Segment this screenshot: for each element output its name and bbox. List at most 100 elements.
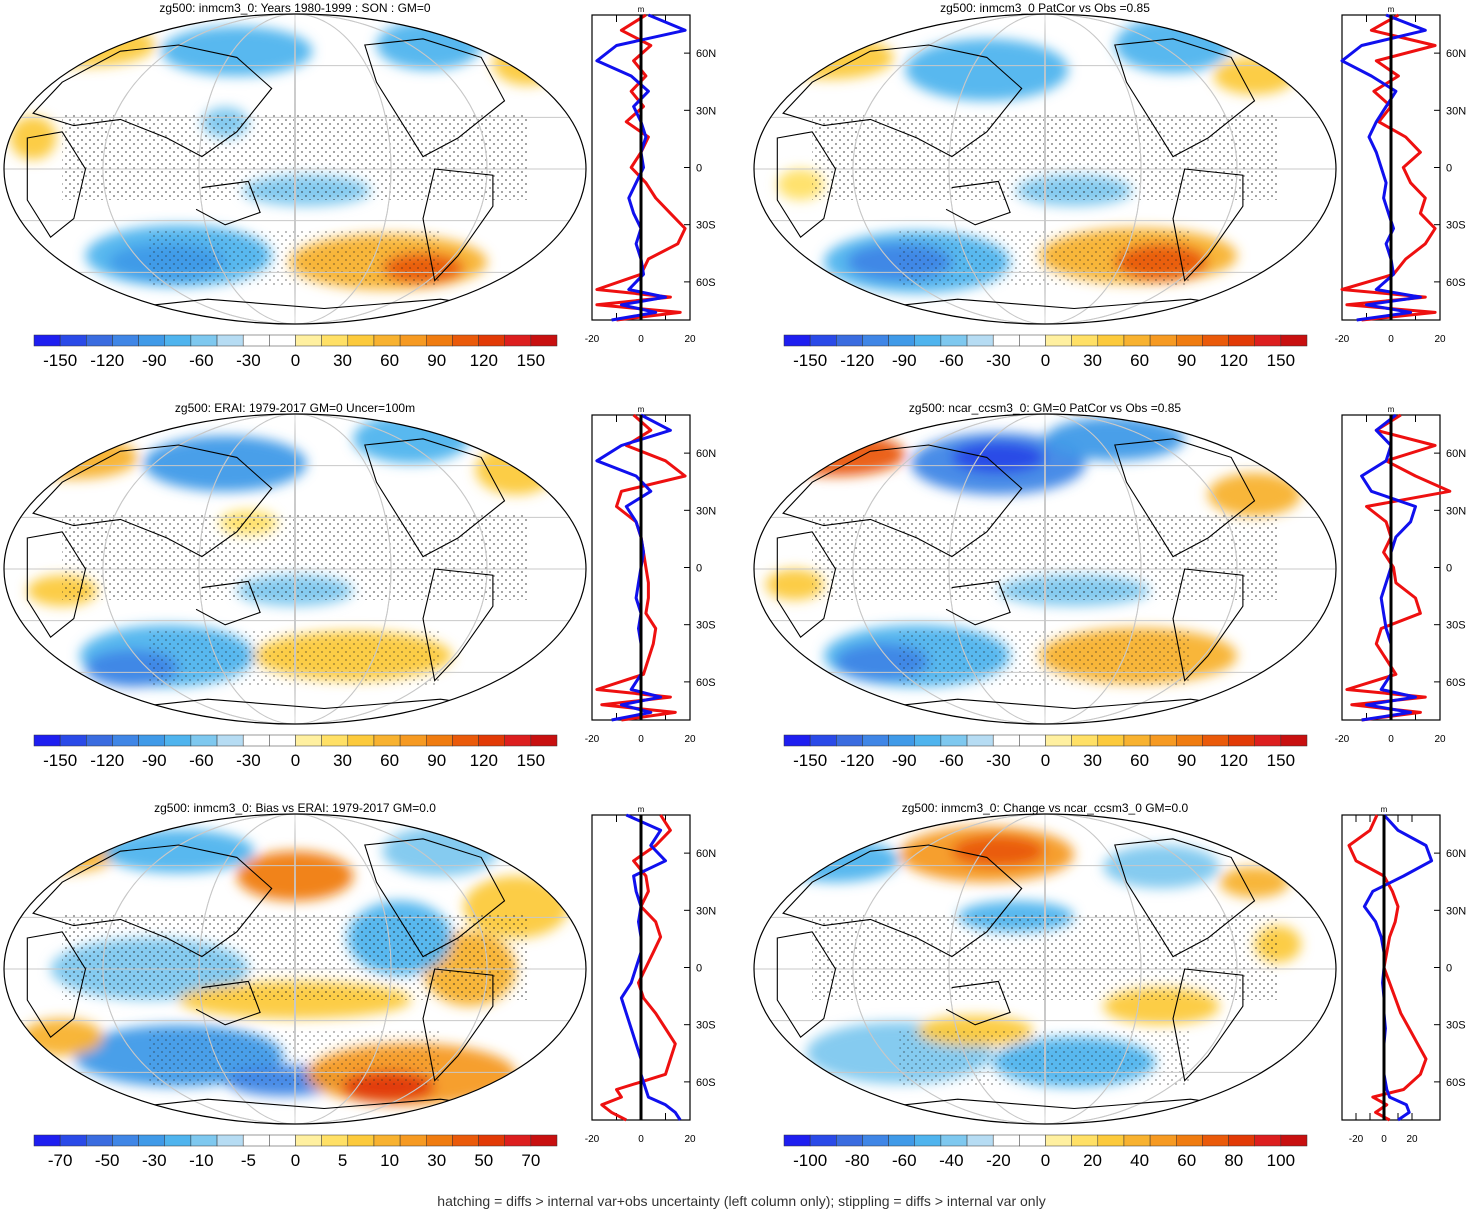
colorbar-swatch [347, 334, 375, 347]
colorbar-swatch [164, 1134, 192, 1147]
colorbar-swatch [1280, 1134, 1308, 1147]
profile-lat-label: 60N [696, 48, 716, 60]
colorbar-swatch [112, 734, 139, 747]
profile-unit-label: m [1381, 805, 1388, 814]
panel-3: zg500: ERAI: 1979-2017 GM=0 Uncer=100m -1… [0, 401, 740, 805]
anomaly-region [9, 435, 138, 480]
colorbar-tick-label: 0 [1041, 751, 1050, 770]
profile-series-blue [595, 413, 672, 722]
colorbar-swatch [1045, 734, 1072, 747]
continent-outline [26, 931, 87, 1039]
colorbar-swatch [59, 1134, 87, 1147]
colorbar-swatch [1202, 334, 1229, 347]
colorbar-tick-label: 150 [1267, 351, 1295, 370]
colorbar-tick-label: 90 [427, 751, 446, 770]
colorbar-swatch [373, 1134, 401, 1147]
continent-outline [776, 531, 837, 639]
profile-x-tick-label: -20 [585, 334, 600, 345]
anomaly-region [492, 41, 563, 86]
continent-outline [364, 38, 506, 158]
colorbar-tick-label: 60 [1130, 751, 1149, 770]
panel-title: zg500: ncar_ccsm3_0: GM=0 PatCor vs Obs … [908, 401, 1182, 415]
profile-series-blue [1360, 413, 1417, 722]
colorbar-tick-label: 90 [427, 351, 446, 370]
continent-outline [32, 844, 273, 958]
profile-lat-label: 60S [1446, 277, 1466, 289]
profile-lat-label: 30N [696, 905, 716, 917]
colorbar-swatch [295, 1134, 322, 1147]
profile-x-tick-label: -20 [1335, 334, 1350, 345]
continent-outline [1172, 568, 1244, 682]
colorbar-tick-label: -150 [43, 351, 77, 370]
colorbar-tick-label: 0 [291, 1151, 300, 1170]
colorbar-swatch [1202, 1134, 1229, 1147]
colorbar-swatch [373, 334, 401, 347]
colorbar-tick-label: -5 [241, 1151, 256, 1170]
profile-x-tick-label: 0 [1388, 734, 1394, 745]
colorbar-swatch [347, 734, 375, 747]
colorbar-tick-label: 20 [1083, 1151, 1102, 1170]
colorbar-swatch [478, 334, 505, 347]
colorbar-swatch [1019, 1134, 1046, 1147]
colorbar-tick-label: -30 [236, 351, 261, 370]
colorbar-tick-label: 150 [517, 751, 545, 770]
profile-lat-label: 30N [1446, 505, 1466, 517]
colorbar-swatch [888, 1134, 916, 1147]
colorbar-swatch [452, 334, 479, 347]
meridian-line [294, 14, 296, 324]
colorbar-swatch [862, 734, 889, 747]
colorbar: -150 -120 -90 -60 -30 0 30 60 90 120 150 [783, 734, 1308, 770]
coastlines [26, 438, 528, 713]
panel-title: zg500: inmcm3_0 PatCor vs Obs =0.85 [940, 1, 1150, 15]
colorbar-swatch [1254, 1134, 1282, 1147]
colorbar-swatch [966, 334, 994, 347]
colorbar-swatch [86, 334, 113, 347]
colorbar: -150 -120 -90 -60 -30 0 30 60 90 120 150 [33, 734, 558, 770]
profile-lat-label: 60N [1446, 48, 1466, 60]
profile-lat-label: 0 [696, 963, 702, 975]
colorbar-swatch [888, 734, 916, 747]
anomaly-region [15, 23, 156, 67]
colorbar-swatch [321, 734, 349, 747]
panel-svg: -150 -120 -90 -60 -30 0 30 60 90 120 150 m -20 0 20 60N… [753, 405, 1466, 770]
colorbar-swatch [914, 734, 942, 747]
colorbar-tick-label: 120 [470, 751, 498, 770]
colorbar-swatch [269, 734, 296, 747]
continent-outline [364, 438, 506, 558]
colorbar-swatch [1097, 1134, 1125, 1147]
colorbar-swatch [33, 334, 61, 347]
colorbar-swatch [1280, 734, 1308, 747]
continent-outline [1172, 168, 1244, 282]
continent-outline [945, 180, 1011, 226]
colorbar-tick-label: -120 [90, 751, 124, 770]
panel-title: zg500: ERAI: 1979-2017 GM=0 Uncer=100m [174, 401, 416, 415]
anomaly-region [1207, 472, 1302, 517]
meridian-line [852, 414, 1238, 724]
colorbar-swatch [862, 1134, 889, 1147]
colorbar-swatch [1071, 1134, 1099, 1147]
colorbar-swatch [1123, 334, 1151, 347]
colorbar: -70 -50 -30 -10 -5 0 5 10 30 50 70 [33, 1134, 558, 1170]
colorbar-tick-label: 30 [427, 1151, 446, 1170]
anomaly-region [376, 20, 482, 70]
colorbar: -150 -120 -90 -60 -30 0 30 60 90 120 150 [33, 334, 558, 370]
colorbar-tick-label: 60 [1177, 1151, 1196, 1170]
colorbar-swatch [478, 734, 505, 747]
colorbar-tick-label: 60 [1130, 351, 1149, 370]
profile-lat-label: 0 [1446, 563, 1452, 575]
profile-lat-label: 0 [1446, 963, 1452, 975]
colorbar-swatch [1254, 734, 1282, 747]
colorbar-tick-label: 0 [1041, 1151, 1050, 1170]
colorbar-tick-label: -150 [793, 751, 827, 770]
meridian-line [102, 414, 488, 724]
profile-lat-label: 30N [1446, 105, 1466, 117]
colorbar-swatch [783, 1134, 811, 1147]
colorbar-tick-label: -60 [189, 751, 214, 770]
profile-lat-label: 0 [696, 563, 702, 575]
colorbar-swatch [452, 734, 479, 747]
meridian-line [948, 814, 1142, 1124]
panel-svg: -70 -50 -30 -10 -5 0 5 10 30 50 70m-20 0 2060N30N030… [3, 805, 716, 1170]
profile-x-tick-label: 0 [1388, 334, 1394, 345]
coastlines [26, 838, 528, 1113]
continent-outline [782, 844, 1023, 958]
